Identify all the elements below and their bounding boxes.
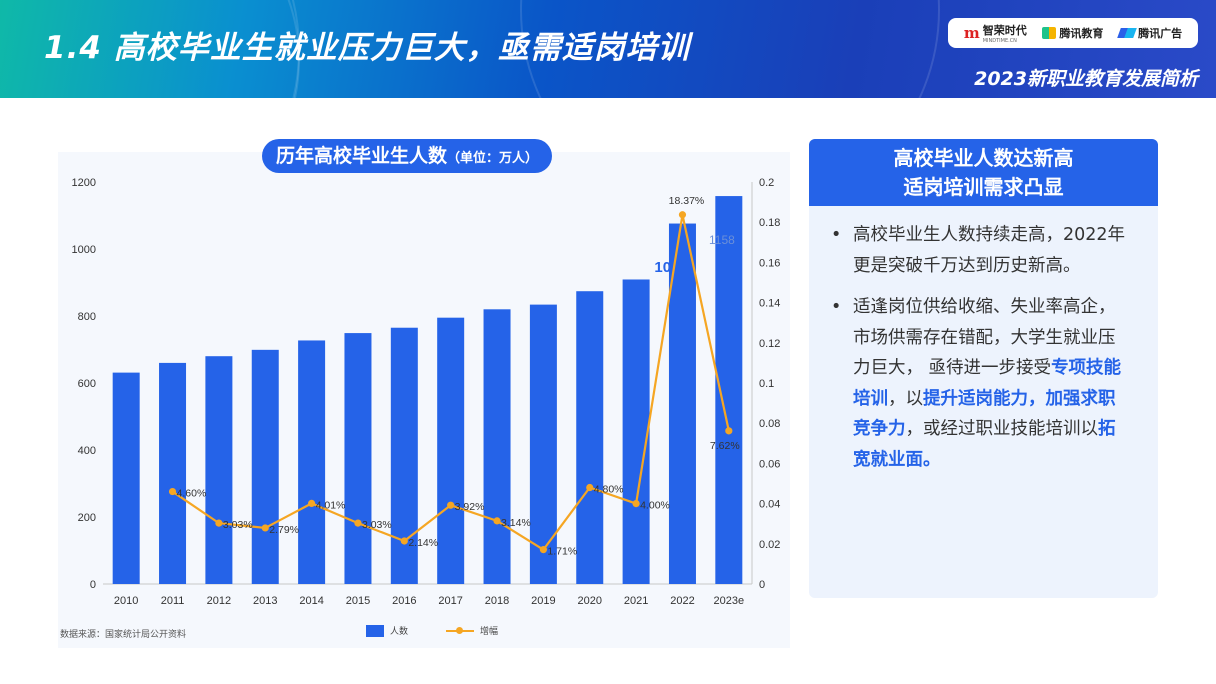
growth-label: 2.14%: [408, 537, 438, 549]
y-left-tick: 400: [78, 445, 96, 457]
y-left-tick: 200: [78, 512, 96, 524]
panel-heading-line1: 高校毕业人数达新高: [893, 146, 1074, 170]
growth-label: 3.03%: [223, 519, 253, 531]
bar-2014: [298, 340, 326, 584]
tencent-education-icon: [1042, 27, 1057, 39]
partner-logos: m 智荣时代 MINDTIME.CN 腾讯教育 腾讯广告: [948, 18, 1198, 48]
panel-heading-line2: 适岗培训需求凸显: [903, 175, 1064, 199]
x-tick-label: 2017: [438, 595, 462, 607]
mindtime-logo: m 智荣时代 MINDTIME.CN: [963, 24, 1027, 44]
y-right-tick: 0.2: [759, 177, 774, 189]
x-tick-label: 2023e: [714, 595, 745, 607]
growth-point-2023e: [725, 427, 733, 435]
growth-point-2016: [400, 537, 408, 545]
bar-2019: [529, 304, 557, 584]
growth-label: 4.00%: [640, 500, 670, 512]
bar-2011: [159, 362, 187, 584]
header-banner: 1.4 高校毕业生就业压力巨大，亟需适岗培训 m 智荣时代 MINDTIME.CN…: [0, 0, 1216, 98]
bullet-1: • 高校毕业生人数持续走高，2022年更是突破千万达到历史新高。: [831, 220, 1132, 281]
report-subtitle: 2023新职业教育发展简析: [974, 68, 1198, 90]
panel-body: • 高校毕业生人数持续走高，2022年更是突破千万达到历史新高。 • 适逢岗位供…: [809, 206, 1158, 475]
tencent-ads-logo: 腾讯广告: [1119, 25, 1182, 41]
y-right-tick: 0.06: [759, 458, 780, 470]
x-tick-label: 2012: [207, 595, 231, 607]
y-left-tick: 800: [78, 311, 96, 323]
legend-bar: 人数: [366, 624, 408, 637]
page-title: 1.4 高校毕业生就业压力巨大，亟需适岗培训: [44, 30, 690, 66]
bullet-2: • 适逢岗位供给收缩、失业率高企，市场供需存在错配，大学生就业压力巨大， 亟待进…: [831, 292, 1132, 475]
growth-point-2019: [539, 546, 547, 554]
bar-value-label: 1158: [709, 233, 735, 247]
x-tick-label: 2022: [670, 595, 694, 607]
y-right-tick: 0.04: [759, 499, 780, 511]
data-source: 数据来源：国家统计局公开资料: [60, 630, 187, 640]
x-tick-label: 2013: [253, 595, 277, 607]
growth-point-2020: [586, 483, 594, 492]
bar-2010: [112, 372, 140, 584]
y-left-tick: 0: [90, 579, 96, 591]
growth-point-2021: [632, 500, 640, 508]
growth-point-2022: [678, 211, 687, 219]
growth-point-2014: [308, 499, 316, 507]
legend-bar-label: 人数: [390, 627, 409, 637]
bullet-2-text: 适逢岗位供给收缩、失业率高企，市场供需存在错配，大学生就业压力巨大， 亟待进一步…: [853, 297, 1122, 470]
x-tick-label: 2019: [531, 595, 555, 607]
y-right-tick: 0: [759, 579, 765, 591]
y-right-tick: 0.14: [759, 298, 780, 310]
x-tick-label: 2010: [114, 595, 138, 607]
bar-2022: [668, 223, 696, 585]
legend-bar-swatch: [366, 624, 384, 637]
growth-label: 7.62%: [710, 440, 740, 452]
x-tick-label: 2015: [346, 595, 370, 607]
growth-label: 3.03%: [362, 519, 392, 531]
y-right-tick: 0.02: [759, 539, 780, 551]
growth-point-2011: [168, 487, 177, 496]
bar-2018: [483, 309, 511, 584]
bullet-1-text: 高校毕业生人数持续走高，2022年更是突破千万达到历史新高。: [853, 225, 1126, 276]
growth-label: 3.92%: [455, 501, 485, 513]
y-left-tick: 1200: [72, 177, 96, 189]
x-tick-label: 2014: [299, 595, 323, 607]
x-tick-label: 2018: [485, 595, 509, 607]
y-right-tick: 0.08: [759, 418, 780, 430]
bar-2020: [576, 291, 604, 584]
bar-2015: [344, 333, 372, 584]
growth-label: 4.80%: [594, 484, 624, 496]
x-tick-label: 2020: [578, 595, 602, 607]
y-right-tick: 0.12: [759, 338, 780, 350]
growth-label: 2.79%: [269, 524, 299, 536]
y-left-tick: 1000: [72, 244, 96, 256]
legend-line: 增幅: [446, 624, 498, 637]
insight-panel: 高校毕业人数达新高 适岗培训需求凸显 • 高校毕业生人数持续走高，2022年更是…: [809, 139, 1158, 598]
growth-label: 4.01%: [316, 499, 346, 511]
x-tick-label: 2011: [161, 595, 185, 607]
y-right-tick: 0.1: [759, 378, 774, 390]
growth-point-2012: [215, 519, 223, 527]
y-right-tick: 0.18: [759, 217, 780, 229]
chart-title: 历年高校毕业生人数（单位：万人）: [262, 139, 553, 173]
growth-label: 4.60%: [177, 488, 207, 500]
y-right-tick: 0.16: [759, 257, 780, 269]
bar-2013: [251, 349, 279, 584]
growth-point-2013: [261, 524, 269, 532]
growth-label: 1.71%: [547, 546, 577, 558]
panel-heading: 高校毕业人数达新高 适岗培训需求凸显: [809, 139, 1158, 206]
growth-point-2017: [447, 501, 455, 509]
legend-line-swatch: [446, 626, 474, 634]
x-tick-label: 2016: [392, 595, 416, 607]
growth-point-2015: [354, 519, 362, 527]
growth-label: 3.14%: [501, 517, 531, 529]
x-tick-label: 2021: [624, 595, 648, 607]
growth-label: 18.37%: [669, 195, 705, 207]
y-left-tick: 600: [78, 378, 96, 390]
bar-2012: [205, 356, 233, 584]
growth-point-2018: [493, 517, 501, 525]
tencent-education-logo: 腾讯教育: [1042, 25, 1103, 41]
bar-2021: [622, 279, 650, 584]
legend-line-label: 增幅: [480, 627, 499, 637]
bar-2017: [437, 317, 465, 584]
